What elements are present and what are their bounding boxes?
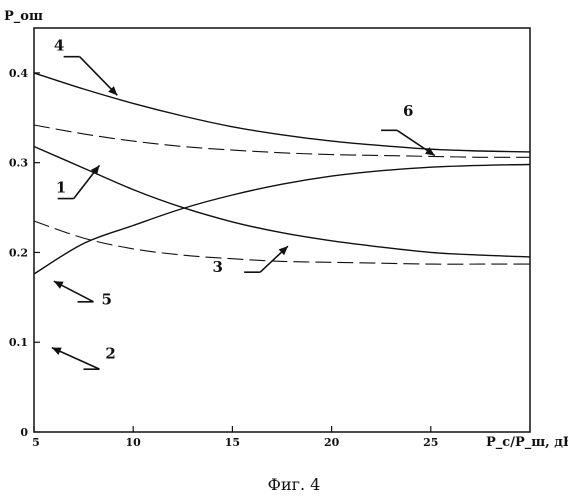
x-tick-label: 15 xyxy=(225,436,240,449)
series-line-5 xyxy=(34,165,530,275)
x-tick-label: 5 xyxy=(32,436,40,449)
series-line-3 xyxy=(34,221,530,264)
x-axis-label: P_c/P_ш, дБ xyxy=(486,435,568,450)
curve-label-2: 2 xyxy=(105,344,115,362)
y-axis-ticks: 0 0.1 0.2 0.3 0.4 xyxy=(9,67,40,439)
curve-label-1: 1 xyxy=(56,178,66,196)
y-tick-label: 0 xyxy=(20,426,28,439)
plot-frame xyxy=(34,28,530,432)
series-line-4 xyxy=(34,73,530,152)
series-line-1 xyxy=(34,147,530,257)
figure-caption: Фиг. 4 xyxy=(268,475,321,494)
series-line-6 xyxy=(34,125,530,157)
curve-label-4: 4 xyxy=(54,36,64,54)
x-tick-label: 25 xyxy=(423,436,438,449)
x-tick-label: 10 xyxy=(126,436,142,449)
curve-labels: 4 6 1 5 3 2 xyxy=(52,36,435,369)
y-tick-label: 0.2 xyxy=(9,246,28,259)
y-tick-label: 0.1 xyxy=(9,336,28,349)
x-tick-label: 20 xyxy=(324,436,340,449)
y-tick-label: 0.4 xyxy=(9,67,28,80)
y-tick-label: 0.3 xyxy=(9,157,28,170)
y-axis-label: P_ош xyxy=(4,9,43,24)
curve-label-3: 3 xyxy=(213,258,223,276)
series-group xyxy=(34,73,530,274)
curve-label-6: 6 xyxy=(403,102,413,120)
x-axis-ticks: 5 10 15 20 25 xyxy=(32,426,438,449)
curve-label-5: 5 xyxy=(101,291,111,309)
chart-axes xyxy=(34,28,530,432)
